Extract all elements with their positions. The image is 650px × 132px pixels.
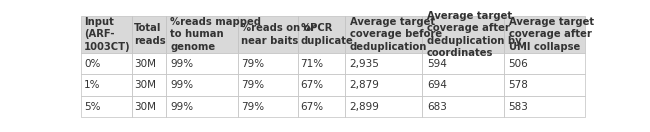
Text: Average target
coverage before
deduplication: Average target coverage before deduplica…	[350, 17, 442, 52]
Text: 2,879: 2,879	[350, 80, 380, 90]
Bar	[298, 53, 345, 74]
Bar	[166, 74, 237, 96]
Bar	[504, 16, 585, 53]
Text: Input
(ARF-
1003CT): Input (ARF- 1003CT)	[84, 17, 131, 52]
Bar	[345, 53, 422, 74]
Bar	[166, 96, 237, 117]
Bar	[345, 16, 422, 53]
Text: 67%: 67%	[300, 80, 324, 90]
Text: %reads on or
near baits: %reads on or near baits	[241, 23, 315, 46]
Text: Average target
coverage after
deduplication by
coordinates: Average target coverage after deduplicat…	[427, 11, 522, 58]
Bar	[504, 74, 585, 96]
Text: 79%: 79%	[241, 102, 265, 112]
Text: 99%: 99%	[170, 102, 193, 112]
Text: 99%: 99%	[170, 59, 193, 69]
Bar	[237, 74, 298, 96]
Text: 5%: 5%	[84, 102, 101, 112]
Bar	[504, 96, 585, 117]
Bar	[81, 96, 132, 117]
Text: 1%: 1%	[84, 80, 101, 90]
Bar	[237, 53, 298, 74]
Text: 30M: 30M	[134, 80, 156, 90]
Bar	[422, 96, 504, 117]
Text: 30M: 30M	[134, 102, 156, 112]
Bar	[504, 53, 585, 74]
Text: 67%: 67%	[300, 102, 324, 112]
Text: 0%: 0%	[84, 59, 101, 69]
Bar	[166, 16, 237, 53]
Text: 594: 594	[427, 59, 447, 69]
Bar	[298, 16, 345, 53]
Bar	[422, 16, 504, 53]
Text: 683: 683	[427, 102, 447, 112]
Text: 71%: 71%	[300, 59, 324, 69]
Text: Average target
coverage after
UMI collapse: Average target coverage after UMI collap…	[508, 17, 593, 52]
Bar	[345, 74, 422, 96]
Bar	[298, 74, 345, 96]
Text: 506: 506	[508, 59, 528, 69]
Text: Total
reads: Total reads	[134, 23, 165, 46]
Bar	[81, 53, 132, 74]
Bar	[345, 96, 422, 117]
Bar	[81, 74, 132, 96]
Bar	[422, 74, 504, 96]
Text: %PCR
duplicate: %PCR duplicate	[300, 23, 354, 46]
Bar	[422, 53, 504, 74]
Bar	[237, 96, 298, 117]
Bar	[132, 16, 166, 53]
Text: 578: 578	[508, 80, 528, 90]
Text: 30M: 30M	[134, 59, 156, 69]
Bar	[132, 74, 166, 96]
Bar	[166, 53, 237, 74]
Text: 79%: 79%	[241, 59, 265, 69]
Bar	[237, 16, 298, 53]
Text: 2,935: 2,935	[350, 59, 380, 69]
Text: 79%: 79%	[241, 80, 265, 90]
Bar	[81, 16, 132, 53]
Text: 583: 583	[508, 102, 528, 112]
Text: 2,899: 2,899	[350, 102, 380, 112]
Text: %reads mapped
to human
genome: %reads mapped to human genome	[170, 17, 261, 52]
Bar	[132, 53, 166, 74]
Text: 99%: 99%	[170, 80, 193, 90]
Bar	[132, 96, 166, 117]
Bar	[298, 96, 345, 117]
Text: 694: 694	[427, 80, 447, 90]
